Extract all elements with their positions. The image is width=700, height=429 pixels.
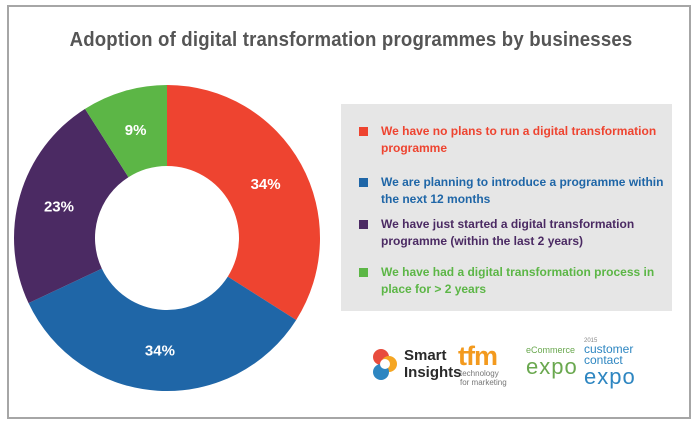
slice-value-label: 23% [44, 199, 74, 216]
donut-slice [28, 268, 297, 392]
customer-contact-year: 2015 [584, 338, 598, 344]
smart-insights-icon [373, 349, 397, 380]
tfm-logo: tfm technology for marketing [458, 341, 520, 389]
ecommerce-expo-logo: eCommerce expo [526, 341, 581, 389]
legend-label: We have no plans to run a digital transf… [381, 124, 657, 155]
donut-slice [85, 85, 167, 178]
tfm-subtitle: technology for marketing [460, 369, 507, 387]
smart-insights-logo: Smart Insights [370, 341, 462, 389]
slice-value-label: 34% [145, 342, 175, 359]
tfm-text: tfm [458, 341, 498, 371]
customer-contact-expo-text: expo [584, 364, 636, 389]
legend-label: We have had a digital transformation pro… [381, 265, 655, 296]
legend-swatch [359, 127, 368, 136]
ecommerce-expo-text: expo [526, 354, 578, 379]
ecommerce-text: eCommerce [526, 345, 576, 355]
slice-value-label: 34% [251, 176, 281, 193]
sponsor-logos: Smart Insights tfm technology for market… [358, 338, 658, 389]
legend-swatch [359, 268, 368, 277]
chart-title: Adoption of digital transformation progr… [69, 29, 633, 51]
legend-label: We have just started a digital transform… [381, 217, 635, 248]
legend: We have no plans to run a digital transf… [341, 104, 672, 311]
customer-contact-text: customer contact [584, 342, 634, 367]
slice-value-label: 9% [125, 122, 147, 139]
customer-contact-expo-logo: 2015 customer contact expo [584, 338, 650, 389]
donut-slice [167, 85, 321, 320]
legend-label: We are planning to introduce a programme… [381, 175, 664, 206]
smart-insights-text: Smart Insights [404, 347, 462, 381]
donut-slice [13, 108, 129, 304]
legend-swatch [359, 220, 368, 229]
legend-swatch [359, 178, 368, 187]
